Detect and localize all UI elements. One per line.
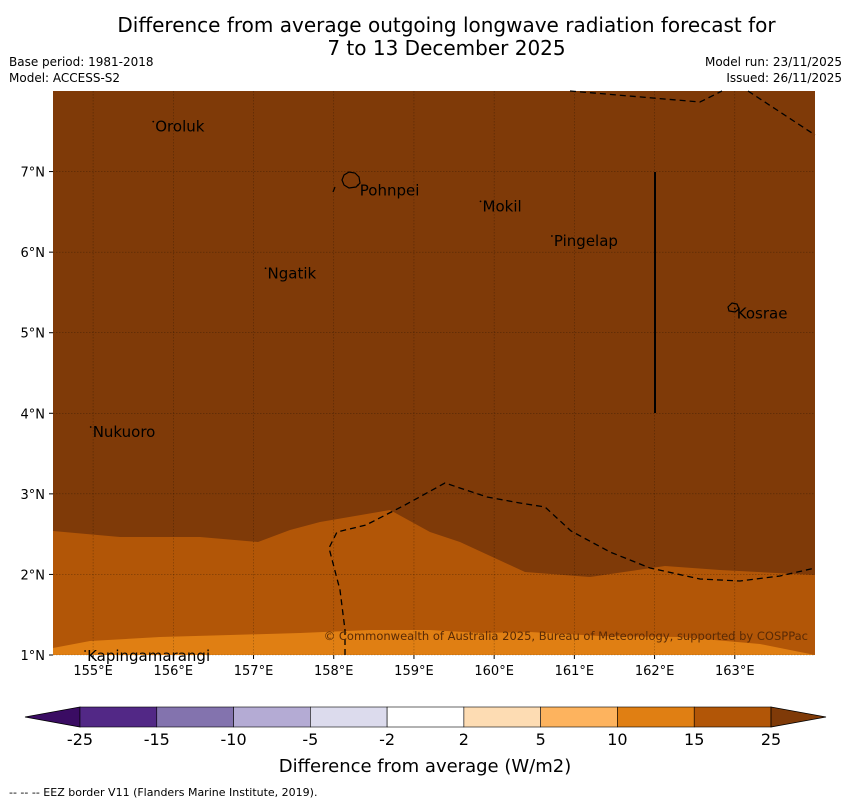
lat-tick-label: 4°N	[21, 407, 46, 422]
eez-footnote: -- -- -- EEZ border V11 (Flanders Marine…	[9, 786, 318, 799]
colorbar-bin	[693, 706, 772, 728]
ant-atoll-outline	[332, 186, 336, 193]
colorbar-tick-label: -25	[67, 730, 93, 749]
colorbar-bin	[310, 706, 388, 728]
place-label: Oroluk	[155, 118, 204, 136]
colorbar-bin	[463, 706, 541, 728]
map-axes: 155°E 156°E 157°E 158°E 159°E 160°E 161°E 162°E…	[21, 166, 755, 679]
colorbar-bin	[540, 706, 618, 728]
graticule	[53, 91, 815, 656]
colorbar-bin	[386, 706, 465, 728]
island-marker	[356, 184, 359, 187]
place-label: Pingelap	[554, 232, 618, 250]
colorbar: -25 -15 -10 -5 -2 2 5 10 15 25	[24, 706, 827, 749]
colorbar-extend-max	[770, 706, 827, 728]
eez-border-south	[328, 482, 816, 655]
lon-tick-label: 159°E	[394, 664, 434, 679]
place-label: Kapingamarangi	[87, 647, 210, 665]
colorbar-tick-label: 15	[684, 730, 704, 749]
meta-right: Model run: 23/11/2025 Issued: 26/11/2025	[705, 54, 842, 86]
colorbar-tick-label: -2	[379, 730, 395, 749]
chart-title: Difference from average outgoing longwav…	[0, 14, 850, 60]
colorbar-tick-label: -10	[220, 730, 246, 749]
colorbar-bin	[156, 706, 234, 728]
island-marker	[152, 120, 155, 123]
colorbar-extend-min	[24, 706, 81, 728]
kosrae-outline	[727, 302, 740, 313]
olr-anomaly-field	[53, 91, 815, 655]
colorbar-tick-label: 2	[459, 730, 469, 749]
lon-tick-label: 155°E	[73, 664, 113, 679]
lon-tick-label: 156°E	[154, 664, 194, 679]
lat-tick-label: 3°N	[21, 488, 46, 503]
title-line-2: 7 to 13 December 2025	[327, 36, 566, 60]
island-marker	[264, 267, 267, 270]
lon-tick-label: 161°E	[555, 664, 595, 679]
field-low-anomaly	[53, 630, 815, 655]
colorbar-bin	[617, 706, 695, 728]
place-label: Kosrae	[737, 305, 788, 323]
lon-tick-label: 160°E	[474, 664, 514, 679]
eez-borders	[328, 90, 816, 655]
place-label: Mokil	[483, 197, 522, 215]
lon-tick-label: 157°E	[234, 664, 274, 679]
lon-tick-label: 158°E	[314, 664, 354, 679]
lat-tick-label: 1°N	[21, 649, 46, 664]
colorbar-bin	[233, 706, 311, 728]
meta-left: Base period: 1981-2018 Model: ACCESS-S2	[9, 54, 154, 86]
colorbar-tick-label: -15	[144, 730, 170, 749]
eez-border-north	[569, 90, 816, 136]
lat-tick-label: 2°N	[21, 568, 46, 583]
place-label: Ngatik	[268, 264, 317, 282]
colorbar-tick-label: -5	[302, 730, 318, 749]
copyright-notice: © Commonwealth of Australia 2025, Bureau…	[324, 629, 808, 643]
lat-tick-label: 5°N	[21, 327, 46, 342]
model-run: Model run: 23/11/2025	[704, 55, 842, 69]
place-label: Pohnpei	[360, 181, 420, 199]
colorbar-tick-label: 5	[536, 730, 546, 749]
lon-tick-label: 163°E	[715, 664, 755, 679]
colorbar-label: Difference from average (W/m2)	[279, 756, 571, 777]
island-marker	[733, 307, 736, 310]
island-marker	[479, 200, 482, 203]
colorbar-bin	[79, 706, 158, 728]
model-name: Model: ACCESS-S2	[9, 71, 121, 85]
lon-tick-label: 162°E	[635, 664, 675, 679]
colorbar-tick-label: 25	[761, 730, 781, 749]
place-label: Nukuoro	[93, 423, 156, 441]
island-marker	[84, 650, 86, 652]
island-marker	[551, 235, 553, 237]
field-mid-anomaly	[53, 510, 815, 655]
island-marker	[89, 426, 92, 428]
lat-tick-label: 6°N	[21, 246, 46, 261]
title-line-1: Difference from average outgoing longwav…	[117, 13, 776, 37]
lat-tick-label: 7°N	[21, 166, 46, 181]
place-labels: Oroluk Pohnpei Mokil Pingelap Ngatik Kosrae Nu…	[84, 118, 787, 665]
colorbar-tick-label: 10	[607, 730, 627, 749]
issued-date: Issued: 26/11/2025	[726, 71, 842, 85]
base-period: Base period: 1981-2018	[9, 55, 154, 69]
